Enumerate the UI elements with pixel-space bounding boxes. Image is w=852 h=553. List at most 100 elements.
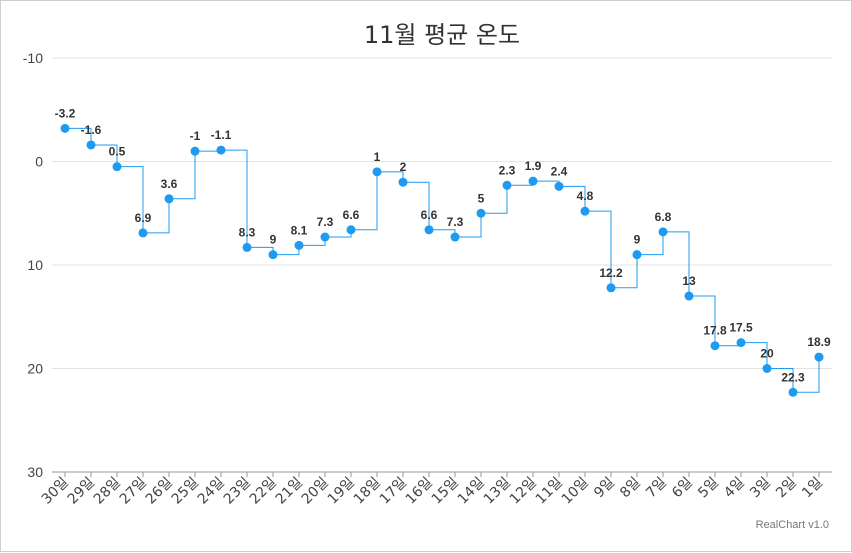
data-label: 4.8 bbox=[577, 189, 594, 203]
data-label: 3.6 bbox=[161, 177, 178, 191]
x-tick-label: 8일 bbox=[617, 475, 644, 502]
data-label: 6.9 bbox=[135, 211, 152, 225]
x-tick-label: 23일 bbox=[221, 475, 254, 508]
y-axis: -10 0 10 20 30 bbox=[23, 50, 43, 480]
x-tick-label: 24일 bbox=[195, 475, 228, 508]
data-label: 6.8 bbox=[655, 210, 672, 224]
x-tick-label: 12일 bbox=[507, 475, 540, 508]
x-tick-label: 22일 bbox=[247, 475, 280, 508]
data-point[interactable] bbox=[450, 232, 460, 242]
data-label: 2.3 bbox=[499, 163, 516, 177]
data-point[interactable] bbox=[268, 250, 278, 260]
x-tick-label: 29일 bbox=[65, 475, 98, 508]
series-step-line bbox=[65, 127, 820, 393]
x-tick-label: 10일 bbox=[559, 475, 592, 508]
x-tick-label: 13일 bbox=[481, 475, 514, 508]
data-label: 9 bbox=[634, 233, 641, 247]
data-label: 17.5 bbox=[729, 321, 753, 335]
data-label: 22.3 bbox=[781, 370, 805, 384]
data-point[interactable] bbox=[86, 140, 96, 150]
data-point[interactable] bbox=[424, 225, 434, 235]
chart-title: 11월 평균 온도 bbox=[364, 21, 520, 49]
data-point[interactable] bbox=[762, 364, 772, 373]
data-point[interactable] bbox=[242, 242, 252, 252]
data-point[interactable] bbox=[684, 291, 694, 301]
data-label: 17.8 bbox=[703, 324, 727, 338]
x-tick-label: 18일 bbox=[351, 475, 384, 508]
data-label: 0.5 bbox=[109, 145, 126, 159]
data-point[interactable] bbox=[736, 338, 746, 348]
data-label: 2.4 bbox=[551, 164, 568, 178]
x-tick-label: 17일 bbox=[377, 475, 410, 508]
y-tick-label: 30 bbox=[27, 464, 43, 480]
x-tick-label: 1일 bbox=[799, 475, 826, 502]
data-label: -1.6 bbox=[81, 123, 102, 137]
data-label: 20 bbox=[760, 347, 774, 361]
x-tick-label: 6일 bbox=[669, 475, 696, 502]
y-tick-label: 10 bbox=[27, 257, 43, 273]
x-tick-label: 26일 bbox=[143, 475, 176, 508]
x-tick-label: 9일 bbox=[591, 475, 618, 502]
data-point[interactable] bbox=[398, 177, 408, 187]
data-point[interactable] bbox=[346, 225, 356, 235]
x-tick-label: 2일 bbox=[773, 475, 800, 502]
data-point[interactable] bbox=[60, 123, 70, 133]
x-tick-label: 3일 bbox=[747, 475, 774, 502]
data-label: -3.2 bbox=[55, 106, 76, 120]
x-tick-label: 11일 bbox=[533, 475, 566, 508]
data-label: 7.3 bbox=[447, 215, 464, 229]
data-labels: -3.2 -1.6 0.5 6.9 3.6 -1 -1.1 8.3 9 8.1 7.3 6.6 1 2 6.… bbox=[55, 106, 831, 384]
x-tick-label: 4일 bbox=[721, 475, 748, 502]
data-label: 1.9 bbox=[525, 159, 542, 173]
data-point[interactable] bbox=[658, 227, 668, 237]
x-tick-label: 7일 bbox=[643, 475, 670, 502]
data-label: 13 bbox=[682, 274, 696, 288]
data-label: 18.9 bbox=[807, 335, 831, 349]
data-point[interactable] bbox=[528, 176, 538, 186]
data-point[interactable] bbox=[814, 352, 824, 362]
data-point[interactable] bbox=[710, 341, 720, 351]
x-tick-label: 21일 bbox=[273, 475, 306, 508]
x-tick-label: 27일 bbox=[117, 475, 150, 508]
data-label: -1 bbox=[190, 129, 201, 143]
data-label: 7.3 bbox=[317, 215, 334, 229]
data-label: 5 bbox=[478, 191, 485, 205]
data-point[interactable] bbox=[632, 250, 642, 260]
data-point[interactable] bbox=[788, 387, 798, 397]
credit-text: RealChart v1.0 bbox=[756, 519, 829, 531]
data-label: 2 bbox=[400, 160, 407, 174]
data-point[interactable] bbox=[112, 162, 122, 172]
data-point[interactable] bbox=[372, 167, 382, 177]
x-tick-label: 25일 bbox=[169, 475, 202, 508]
data-label: 6.6 bbox=[343, 208, 360, 222]
data-point[interactable] bbox=[294, 240, 304, 250]
y-tick-label: -10 bbox=[23, 50, 43, 66]
data-point[interactable] bbox=[138, 228, 148, 238]
data-point[interactable] bbox=[502, 180, 512, 190]
x-tick-label: 16일 bbox=[403, 475, 436, 508]
data-point[interactable] bbox=[580, 206, 590, 216]
x-tick-label: 15일 bbox=[429, 475, 462, 508]
x-tick-label: 30일 bbox=[39, 475, 72, 508]
data-label: 6.6 bbox=[421, 208, 438, 222]
series-points bbox=[60, 123, 824, 397]
data-point[interactable] bbox=[554, 181, 564, 191]
x-tick-label: 14일 bbox=[455, 475, 488, 508]
y-tick-label: 20 bbox=[27, 361, 43, 377]
data-point[interactable] bbox=[476, 208, 486, 218]
x-tick-label: 20일 bbox=[299, 475, 332, 508]
data-point[interactable] bbox=[190, 146, 200, 156]
x-tick-label: 5일 bbox=[695, 475, 722, 502]
data-point[interactable] bbox=[216, 145, 226, 155]
grid-lines bbox=[52, 57, 832, 473]
data-label: 9 bbox=[270, 233, 277, 247]
y-tick-label: 0 bbox=[35, 154, 43, 170]
x-tick-label: 19일 bbox=[325, 475, 358, 508]
data-point[interactable] bbox=[606, 283, 616, 293]
data-label: 8.1 bbox=[291, 223, 308, 237]
data-point[interactable] bbox=[320, 232, 330, 242]
data-point[interactable] bbox=[164, 194, 174, 204]
data-label: 1 bbox=[374, 150, 381, 164]
